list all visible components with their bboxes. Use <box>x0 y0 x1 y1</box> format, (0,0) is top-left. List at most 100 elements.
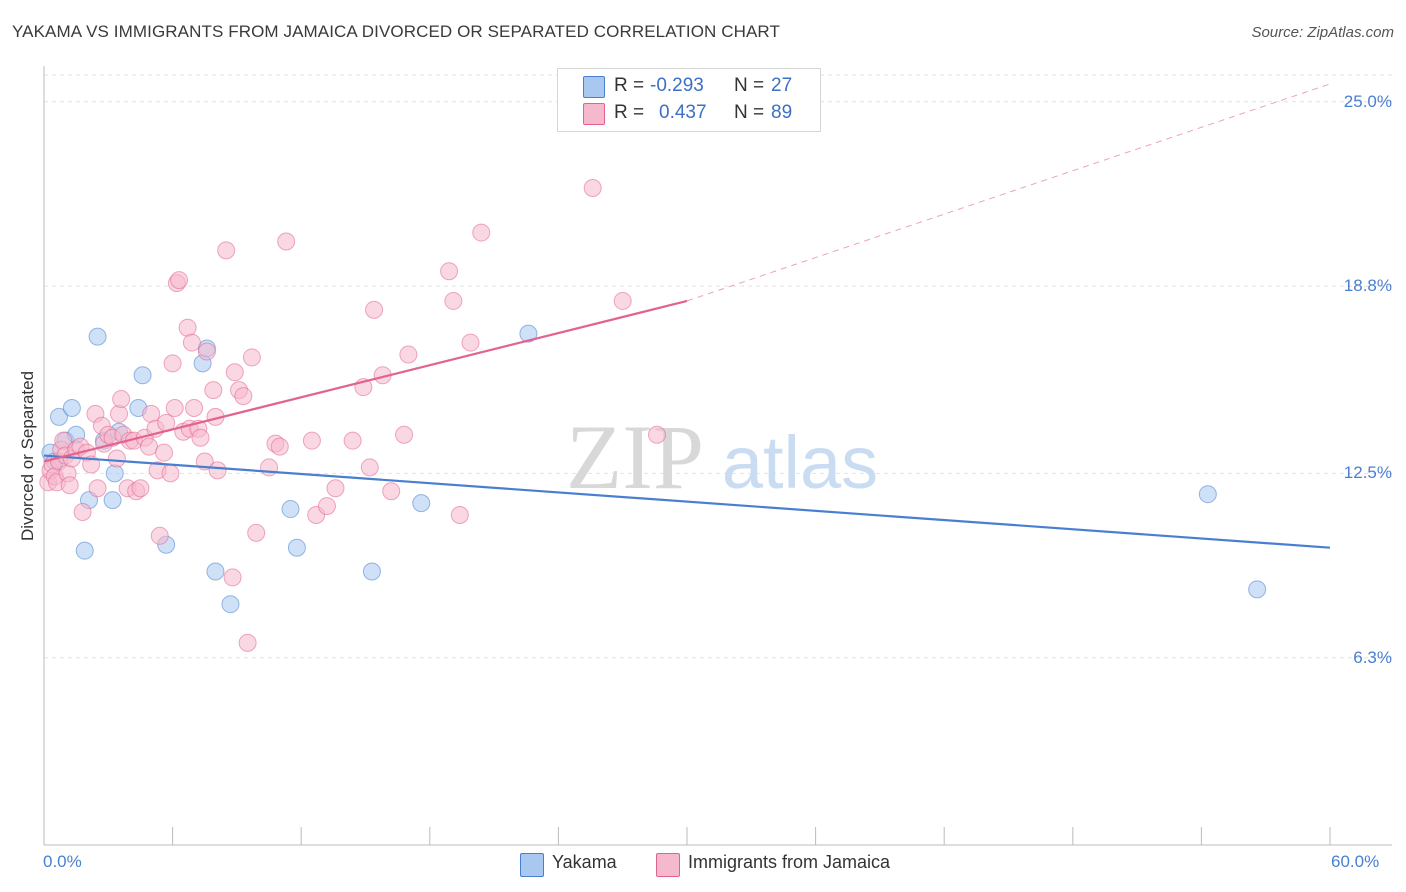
axes <box>43 66 1392 846</box>
jamaica-point <box>360 458 379 477</box>
legend-n-value: 27 <box>771 75 793 96</box>
yakama-point <box>362 562 381 581</box>
yakama-point <box>1198 485 1217 504</box>
jamaica-point <box>217 241 236 260</box>
jamaica-point <box>260 458 279 477</box>
jamaica-trend-extension <box>686 83 1331 302</box>
jamaica-point <box>382 482 401 501</box>
jamaica-point <box>73 503 92 522</box>
jamaica-point <box>182 333 201 352</box>
yakama-trend-line <box>43 454 1331 549</box>
legend-n-value: 89 <box>771 102 793 123</box>
jamaica-point <box>185 398 204 417</box>
jamaica-point <box>365 300 384 319</box>
yakama-point <box>1248 580 1267 599</box>
bottom-legend-swatch-jamaica <box>656 853 680 877</box>
yakama-point <box>519 324 538 343</box>
yakama-point <box>62 398 81 417</box>
jamaica-point <box>155 443 174 462</box>
bottom-legend-swatch-yakama <box>520 853 544 877</box>
jamaica-point <box>165 398 184 417</box>
legend-r-label: R = <box>614 102 645 123</box>
jamaica-point <box>170 271 189 290</box>
jamaica-point <box>142 404 161 423</box>
jamaica-point <box>399 345 418 364</box>
source-label: Source: ZipAtlas.com <box>1251 24 1394 41</box>
legend-r-label: R = <box>614 75 645 96</box>
jamaica-point <box>647 425 666 444</box>
yakama-point <box>50 407 69 426</box>
grid-lines <box>44 74 1392 659</box>
jamaica-point <box>234 387 253 406</box>
jamaica-point <box>472 223 491 242</box>
bottom-legend-yakama: Yakama <box>552 852 617 872</box>
yakama-point <box>105 464 124 483</box>
watermark-zip: ZIP <box>566 406 704 508</box>
legend-n-label: N = <box>734 75 765 96</box>
jamaica-point <box>150 526 169 545</box>
jamaica-point <box>131 479 150 498</box>
jamaica-point <box>191 428 210 447</box>
legend-r-value: 0.437 <box>659 102 707 123</box>
jamaica-point <box>197 342 216 361</box>
legend-row-jamaica: R = 0.437 N = 89 <box>558 100 820 127</box>
trend-lines <box>43 83 1331 549</box>
jamaica-point <box>247 523 266 542</box>
jamaica-point <box>277 232 296 251</box>
jamaica-point <box>238 633 257 652</box>
jamaica-point <box>317 497 336 516</box>
jamaica-point <box>225 363 244 382</box>
jamaica-point <box>140 437 159 456</box>
yakama-point <box>75 541 94 560</box>
y-tick-label: 12.5% <box>1343 463 1392 483</box>
jamaica-point <box>208 461 227 480</box>
jamaica-point <box>461 333 480 352</box>
yakama-point <box>221 595 240 614</box>
yakama-point <box>412 494 431 513</box>
jamaica-point <box>88 479 107 498</box>
y-tick-label: 18.8% <box>1343 276 1392 296</box>
yakama-point <box>206 562 225 581</box>
jamaica-trend-line <box>43 299 688 463</box>
yakama-point <box>103 491 122 510</box>
watermark-atlas: atlas <box>722 421 878 504</box>
yakama-point <box>133 366 152 385</box>
jamaica-point <box>112 390 131 409</box>
jamaica-point <box>107 449 126 468</box>
jamaica-point <box>163 354 182 373</box>
jamaica-point <box>161 464 180 483</box>
jamaica-point <box>440 262 459 281</box>
jamaica-point <box>223 568 242 587</box>
legend-swatch-yakama <box>583 76 605 98</box>
jamaica-point <box>242 348 261 367</box>
watermark: ZIP atlas <box>566 406 878 508</box>
bottom-legend-jamaica: Immigrants from Jamaica <box>688 852 891 872</box>
jamaica-point <box>613 291 632 310</box>
yakama-point <box>287 538 306 557</box>
jamaica-point <box>450 506 469 524</box>
legend-r-value: -0.293 <box>650 75 704 96</box>
jamaica-point <box>204 381 223 400</box>
x-tick-label-min: 0.0% <box>43 852 82 871</box>
yakama-point <box>88 327 107 346</box>
yakama-point <box>281 500 300 519</box>
legend-n-label: N = <box>734 102 765 123</box>
x-tick-label-max: 60.0% <box>1331 852 1380 871</box>
jamaica-point <box>110 404 129 423</box>
chart-title: YAKAMA VS IMMIGRANTS FROM JAMAICA DIVORC… <box>12 22 780 41</box>
jamaica-point <box>302 431 321 450</box>
jamaica-point <box>326 479 345 498</box>
jamaica-point <box>343 431 362 450</box>
jamaica-point <box>270 437 289 456</box>
jamaica-point <box>583 178 602 197</box>
jamaica-point <box>178 318 197 337</box>
jamaica-point <box>60 476 79 495</box>
jamaica-point <box>444 291 463 310</box>
y-tick-label: 6.3% <box>1353 647 1392 667</box>
legend-swatch-jamaica <box>583 103 605 125</box>
y-tick-label: 25.0% <box>1343 91 1392 111</box>
legend-row-yakama: R = -0.293 N = 27 <box>558 73 820 100</box>
jamaica-point <box>395 425 414 444</box>
stats-legend: R = -0.293 N = 27 R = 0.437 N = 89 <box>557 68 821 132</box>
